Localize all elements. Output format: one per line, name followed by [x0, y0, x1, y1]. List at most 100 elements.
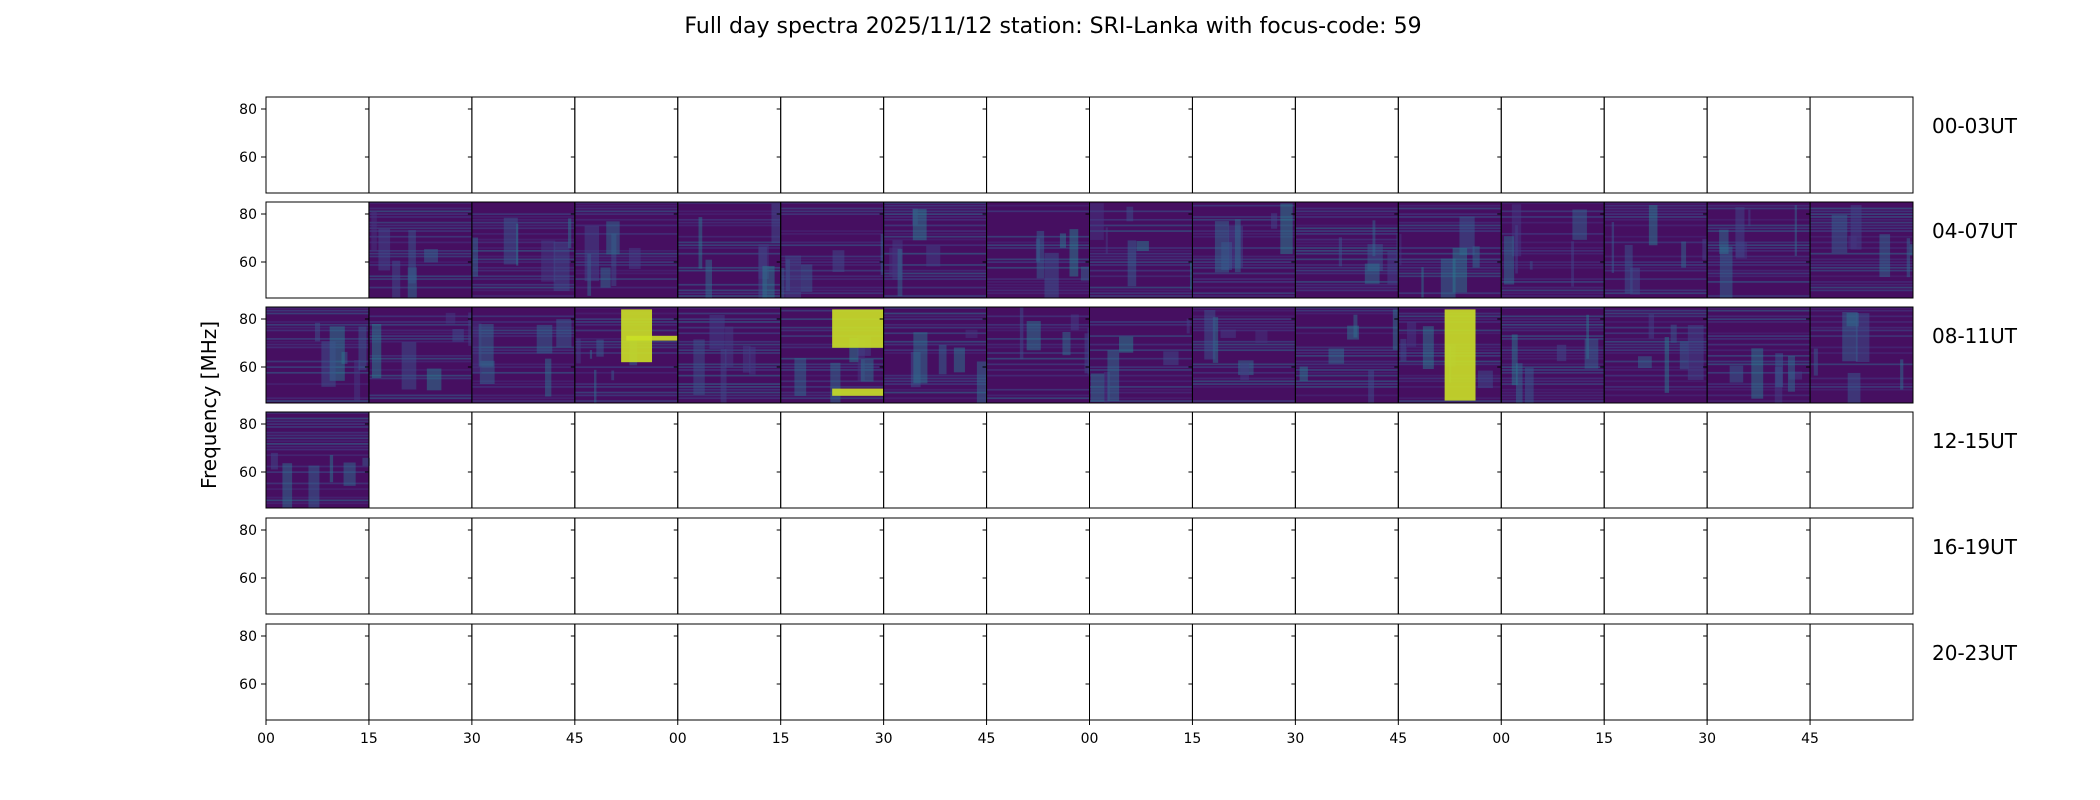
panel-frame [1089, 96, 1193, 194]
panel-frame [1809, 96, 1914, 194]
panel-frame [986, 623, 1090, 721]
x-tick-label: 45 [978, 731, 996, 747]
panel-frame [368, 517, 473, 615]
spectrogram-panel [1810, 202, 1913, 298]
panel-frame [1397, 96, 1502, 194]
spectrogram-panel [677, 307, 781, 403]
spectrogram-panel [1295, 202, 1408, 298]
panel-frame [1191, 623, 1296, 721]
x-tick-label: 00 [1492, 731, 1510, 747]
row-time-label: 04-07UT [1932, 219, 2018, 243]
panel-frame [1191, 96, 1296, 194]
chart-title: Full day spectra 2025/11/12 station: SRI… [684, 14, 1421, 39]
panel-frame [1294, 623, 1399, 721]
panel-frame [1294, 411, 1399, 509]
panel-frame [1500, 411, 1605, 509]
y-tick-label: 60 [239, 255, 257, 271]
panel-frame [1603, 411, 1708, 509]
spectrogram-panel [1192, 202, 1296, 298]
panel-frame [1809, 201, 1914, 299]
x-tick-label: 00 [257, 731, 275, 747]
panel-frame [883, 623, 988, 721]
spectrogram-panel [368, 202, 472, 298]
panel-frame [677, 623, 782, 721]
panel-frame [1809, 411, 1914, 509]
panel-frame [1603, 96, 1708, 194]
spectra-row-16-19UT: 60 80 16-19UT [239, 517, 2018, 615]
spectrogram-panel [1089, 307, 1193, 403]
y-tick-label: 80 [239, 523, 257, 539]
panel-frame [1191, 517, 1296, 615]
y-tick-label: 60 [239, 677, 257, 693]
y-tick-label: 80 [239, 102, 257, 118]
bright-emission-feature [1444, 309, 1476, 401]
panel-frame [986, 96, 1090, 194]
spectrogram-panel [574, 202, 678, 298]
spectrogram-panel [1913, 202, 2016, 298]
bright-emission-feature [832, 388, 884, 396]
panel-frame [1706, 411, 1811, 509]
panel-frame [780, 411, 885, 509]
panel-frame [677, 411, 782, 509]
spectra-row-00-03UT: 60 80 00-03UT [239, 96, 2018, 194]
panel-frame [368, 96, 473, 194]
bright-emission-feature [832, 309, 884, 348]
x-tick-label: 15 [360, 731, 378, 747]
spectra-rows: 60 80 00-03UT 60 80 04-07UT 60 80 08-11UT 60 80 12-… [239, 96, 2018, 721]
panel-frame [1397, 411, 1502, 509]
panel-frame [1191, 411, 1296, 509]
panel-frame [1397, 623, 1502, 721]
panel-frame [1089, 517, 1193, 615]
y-tick-label: 80 [239, 312, 257, 328]
y-tick-label: 60 [239, 465, 257, 481]
spectrogram-panel [1707, 202, 1811, 298]
spectrogram-panel [471, 307, 575, 403]
y-tick-label: 60 [239, 150, 257, 166]
panel-frame [1500, 623, 1605, 721]
bright-emission-feature [626, 335, 678, 341]
spectrogram-panel [1604, 307, 1708, 403]
panel-frame [574, 96, 679, 194]
x-tick-label: 45 [1801, 731, 1819, 747]
y-tick-label: 80 [239, 629, 257, 645]
x-tick-label: 30 [875, 731, 893, 747]
y-tick-label: 80 [239, 417, 257, 433]
spectrogram-panel [883, 202, 987, 298]
row-time-label: 12-15UT [1932, 429, 2018, 453]
panel-frame [1294, 517, 1399, 615]
panel-frame [265, 517, 370, 615]
x-tick-label: 30 [1698, 731, 1716, 747]
panel-frame [677, 517, 782, 615]
spectrogram-panel [1501, 202, 1605, 298]
spectrogram-panel [266, 307, 369, 403]
x-tick-label: 00 [1081, 731, 1099, 747]
y-tick-label: 80 [239, 207, 257, 223]
panel-frame [1809, 623, 1914, 721]
row-time-label: 00-03UT [1932, 114, 2018, 138]
x-tick-label: 45 [566, 731, 584, 747]
panel-frame [780, 96, 885, 194]
x-tick-label: 30 [1286, 731, 1304, 747]
panel-frame [780, 623, 885, 721]
panel-frame [1809, 517, 1914, 615]
row-time-label: 08-11UT [1932, 324, 2018, 348]
spectrogram-panel [266, 412, 370, 508]
panel-frame [1706, 96, 1811, 194]
panel-frame [1089, 623, 1193, 721]
spectra-row-12-15UT: 60 80 12-15UT [239, 411, 2018, 509]
spectrogram-panel [780, 202, 893, 298]
panel-frame [1809, 306, 1914, 404]
panel-frame [1397, 517, 1502, 615]
spectra-row-20-23UT: 60 80 20-23UT [239, 623, 2018, 721]
spectrogram-panel [986, 307, 1102, 403]
y-axis-label: Frequency [MHz] [197, 321, 221, 489]
panel-frame [471, 517, 576, 615]
spectrogram-panel [1501, 307, 1605, 403]
panel-frame [574, 623, 679, 721]
panel-frame [1294, 96, 1399, 194]
spectrogram-panel [677, 202, 784, 298]
row-time-label: 20-23UT [1932, 641, 2018, 665]
row-time-label: 16-19UT [1932, 535, 2018, 559]
panel-frame [1500, 96, 1605, 194]
